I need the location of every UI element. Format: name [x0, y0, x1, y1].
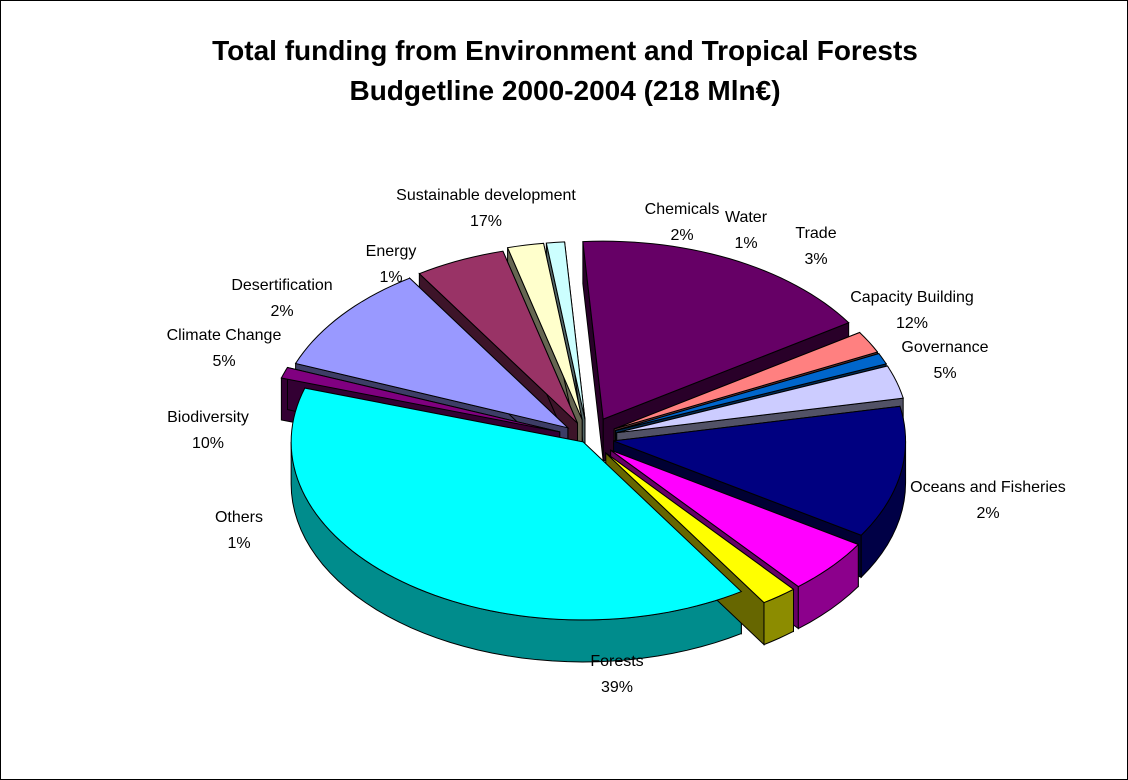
- slice-label-percent-energy: 1%: [379, 269, 402, 286]
- pie-slice-capacity-building: [613, 405, 907, 536]
- slice-label-percent-climate-change: 5%: [212, 353, 235, 370]
- slice-label-percent-forests: 39%: [601, 679, 633, 696]
- pie-slice-others: [280, 366, 560, 433]
- slice-label-name-governance: Governance: [901, 339, 988, 356]
- slice-label-name-chemicals: Chemicals: [645, 201, 720, 218]
- slice-label-percent-governance: 5%: [933, 365, 956, 382]
- pie-slice-chemicals: [614, 331, 879, 430]
- pie-tops: [280, 240, 907, 621]
- slice-label-percent-chemicals: 2%: [670, 227, 693, 244]
- slice-label-name-desertification: Desertification: [231, 277, 332, 294]
- slice-label-name-climate-change: Climate Change: [167, 327, 282, 344]
- slice-label-name-biodiversity: Biodiversity: [167, 409, 249, 426]
- slice-label-percent-capacity-building: 12%: [896, 315, 928, 332]
- slice-label-percent-others: 1%: [227, 535, 250, 552]
- slice-label-name-water: Water: [725, 209, 768, 226]
- pie-slice-energy: [545, 241, 586, 420]
- pie-slice-oceans-and-fisheries: [605, 452, 795, 604]
- slice-label-name-energy: Energy: [366, 243, 417, 260]
- slice-label-name-capacity-building: Capacity Building: [850, 289, 974, 306]
- slice-label-name-oceans-and-fisheries: Oceans and Fisheries: [910, 479, 1066, 496]
- pie-slice-desertification: [506, 242, 583, 420]
- pie-labels: Sustainable development 17% Chemicals 2% Wat…: [167, 187, 1066, 696]
- pie-slice-water: [615, 353, 888, 431]
- slice-label-percent-desertification: 2%: [270, 303, 293, 320]
- slice-label-percent-trade: 3%: [804, 251, 827, 268]
- slice-label-name-trade: Trade: [795, 225, 836, 242]
- pie-slice-governance: [610, 449, 860, 588]
- pie-slice-biodiversity: [294, 277, 570, 429]
- slice-label-percent-sustainable-development: 17%: [470, 213, 502, 230]
- pie-slice-forests: [290, 387, 743, 621]
- chart-title-line-2: Budgetline 2000-2004 (218 Mln€): [349, 75, 781, 106]
- chart-title: Total funding from Environment and Tropi…: [1, 31, 1128, 111]
- slice-label-percent-water: 1%: [734, 235, 757, 252]
- slice-label-name-others: Others: [215, 509, 263, 526]
- slice-label-percent-oceans-and-fisheries: 2%: [976, 505, 999, 522]
- slice-label-name-forests: Forests: [590, 653, 643, 670]
- slice-label-name-sustainable-development: Sustainable development: [396, 187, 576, 204]
- pie-slice-sustainable-development: [582, 240, 850, 420]
- slice-label-percent-biodiversity: 10%: [192, 435, 224, 452]
- pie-slice-climate-change: [418, 250, 578, 424]
- pie-slice-trade: [616, 365, 904, 434]
- chart-title-line-1: Total funding from Environment and Tropi…: [212, 35, 918, 66]
